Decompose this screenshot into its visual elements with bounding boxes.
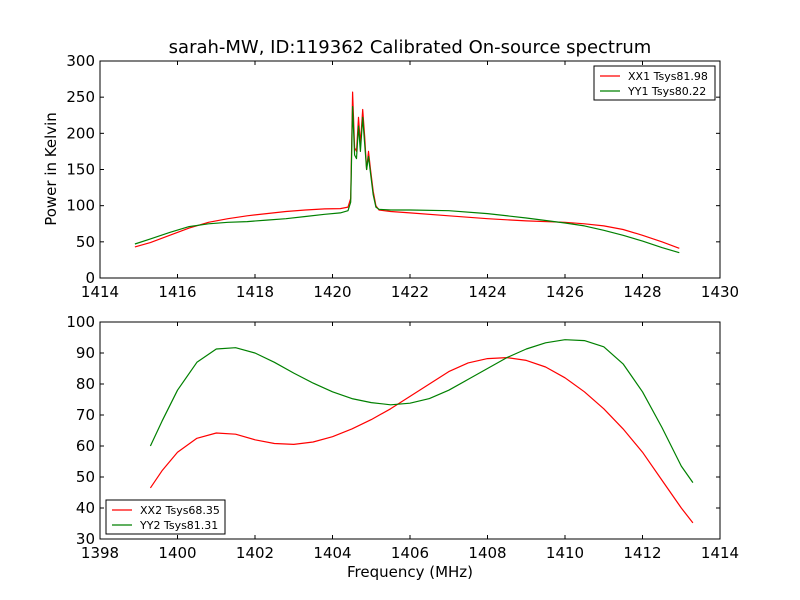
x-tick-label: 1424 xyxy=(468,283,506,301)
top-y-axis-label: Power in Kelvin xyxy=(42,112,60,226)
x-tick-label: 1414 xyxy=(701,544,739,562)
series-line-yy-panel-1 xyxy=(134,106,680,254)
legend-entry-label: XX2 Tsys68.35 xyxy=(140,504,220,517)
x-tick-label: 1398 xyxy=(81,544,119,562)
x-tick-label: 1414 xyxy=(81,283,119,301)
x-tick-label: 1400 xyxy=(158,544,196,562)
bottom-plot-marks xyxy=(149,339,694,524)
legend-box xyxy=(105,499,226,535)
y-tick-label: 200 xyxy=(66,124,95,142)
bottom-x-axis-label: Frequency (MHz) xyxy=(347,563,473,581)
y-tick-label: 150 xyxy=(66,161,95,179)
series-line-yy-panel-2 xyxy=(149,339,694,483)
legend-entry-label: YY1 Tsys80.22 xyxy=(627,85,706,98)
y-tick-label: 30 xyxy=(76,530,95,548)
y-tick-label: 50 xyxy=(76,233,95,251)
x-tick-label: 1412 xyxy=(623,544,661,562)
top-axis-ticks: 1414 1416 1418 1420 1422 1424 1426 1428 1430 0 50 1… xyxy=(66,52,739,301)
y-tick-label: 70 xyxy=(76,406,95,424)
x-tick-label: 1426 xyxy=(546,283,584,301)
x-tick-label: 1422 xyxy=(391,283,429,301)
top-legend: XX1 Tsys81.98 YY1 Tsys80.22 xyxy=(593,65,716,101)
x-tick-label: 1428 xyxy=(623,283,661,301)
legend-entry-label: XX1 Tsys81.98 xyxy=(628,70,708,83)
top-spectrum-panel: Power in Kelvin 1414 1416 1418 1420 1422 1424… xyxy=(42,52,739,301)
y-tick-label: 60 xyxy=(76,437,95,455)
x-tick-label: 1430 xyxy=(701,283,739,301)
series-line-xx-panel-2 xyxy=(149,357,694,524)
x-tick-label: 1406 xyxy=(391,544,429,562)
y-tick-label: 300 xyxy=(66,52,95,70)
x-tick-label: 1402 xyxy=(236,544,274,562)
y-tick-label: 80 xyxy=(76,375,95,393)
y-tick-label: 90 xyxy=(76,344,95,362)
y-tick-label: 250 xyxy=(66,88,95,106)
top-plot-marks xyxy=(134,91,680,254)
bottom-axis-ticks: 1398 1400 1402 1404 1406 1408 1410 1412 1414 30 40… xyxy=(66,313,739,562)
legend-box xyxy=(593,65,716,101)
y-tick-label: 100 xyxy=(66,313,95,331)
y-tick-label: 40 xyxy=(76,499,95,517)
x-tick-label: 1416 xyxy=(158,283,196,301)
bottom-legend: XX2 Tsys68.35 YY2 Tsys81.31 xyxy=(105,499,226,535)
x-tick-label: 1408 xyxy=(468,544,506,562)
y-tick-label: 0 xyxy=(85,269,95,287)
legend-entry-label: YY2 Tsys81.31 xyxy=(139,519,218,532)
bottom-spectrum-panel: Frequency (MHz) 1398 1400 1402 1404 1406 1408… xyxy=(66,313,739,581)
x-tick-label: 1420 xyxy=(313,283,351,301)
y-tick-label: 50 xyxy=(76,468,95,486)
x-tick-label: 1418 xyxy=(236,283,274,301)
figure-title: sarah-MW, ID:119362 Calibrated On-source… xyxy=(169,37,652,58)
y-tick-label: 100 xyxy=(66,197,95,215)
x-tick-label: 1410 xyxy=(546,544,584,562)
x-tick-label: 1404 xyxy=(313,544,351,562)
